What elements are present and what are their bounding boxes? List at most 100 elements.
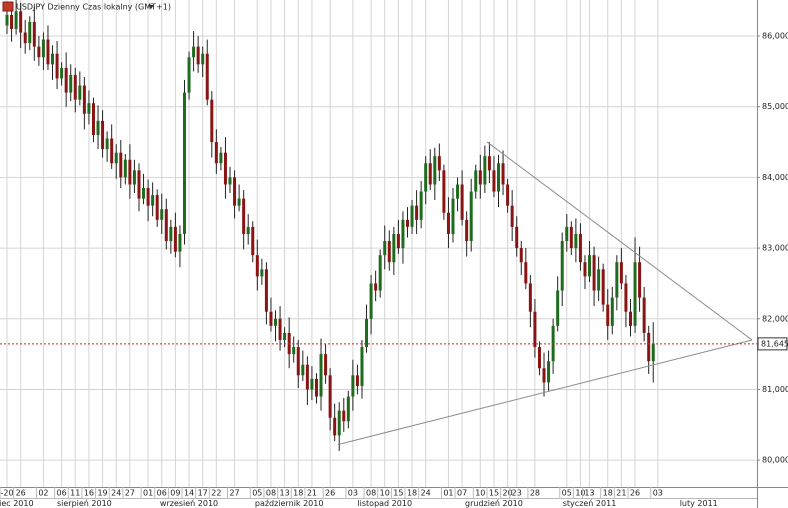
candle-body [319,354,323,397]
plot-area [0,0,757,451]
candle-body [173,226,177,252]
candle-body [296,347,300,376]
candle-body [237,198,241,206]
candle-body [160,209,164,220]
candle-body [601,269,605,305]
candle-body [342,410,346,422]
candle-body [610,297,614,326]
x-tick-label: 27 [229,489,239,498]
x-tick-label: 13 [280,489,290,498]
candle-body [628,311,632,326]
candle-body [556,290,560,326]
candle-body [487,156,491,171]
candle-body [55,53,59,79]
month-label: lipiec 2010 [0,499,34,508]
candle-body [14,11,18,29]
candle-body [365,318,369,348]
candle-body [10,14,14,29]
title-dropdown[interactable] [148,5,154,9]
candle-body [164,209,168,242]
chart-title: USDJPY Dzienny Czas lokalny (GMT+1) [16,3,171,12]
x-tick-label: 03 [653,489,663,498]
candle-body [647,332,651,362]
x-tick-label: 02 [38,489,48,498]
candle-body [460,184,464,220]
x-tick-label: 06 [57,489,67,498]
trend-line [337,339,753,446]
last-price-label: 81,645 [761,339,788,348]
candle-body [128,159,132,185]
candle-body [355,375,359,386]
candle-body [387,241,391,263]
candle-body [446,212,450,234]
candle-body [392,233,396,263]
candle-body [465,219,469,242]
x-tick-label: 08 [366,489,376,498]
candle-body [533,311,537,348]
x-tick-label: 03 [348,489,358,498]
y-tick-label: 86,000 [762,32,788,41]
candle-body [23,32,27,44]
candle-body [337,410,341,436]
x-tick-label: 06 [157,489,167,498]
y-tick-label: 81,000 [762,385,788,394]
candle-body [383,241,387,256]
candle-body [51,53,55,65]
candle-body [428,163,432,185]
candle-body [396,233,400,249]
candle-body [223,152,227,185]
x-tick-label: 15 [489,489,499,498]
candle-body [588,255,592,277]
x-tick-label: 09 [170,489,180,498]
x-tick-label: 05 [562,489,572,498]
grid [0,0,757,487]
x-tick-label: 24 [111,489,121,498]
candle-body [547,361,551,383]
candle-body [314,378,318,397]
candle-body [96,120,100,136]
candle-body [46,39,50,65]
candle-body [32,21,36,47]
candle-body [278,318,282,340]
month-label: sierpień 2010 [57,499,112,508]
candle-body [565,226,569,242]
month-label: luty 2011 [680,499,718,508]
candle-body [433,156,437,185]
x-tick-label: 01 [143,489,153,498]
x-tick-label: 22 [211,489,221,498]
candle-body [638,262,642,298]
candle-body [73,74,77,100]
month-label: listopad 2010 [357,499,412,508]
candle-body [442,170,446,213]
candle-body [78,85,82,100]
candle-body [619,262,623,284]
candle-body [415,205,419,220]
x-tick-label: 28 [530,489,540,498]
candle-body [114,152,118,164]
x-tick-label: 21 [307,489,317,498]
candle-body [283,332,287,340]
candle-body [651,343,655,362]
x-tick-label: 15 [393,489,403,498]
candle-body [405,219,409,227]
candle-body [151,195,155,206]
candle-body [119,152,123,178]
candle-body [633,262,637,326]
candle-body [583,262,587,277]
x-tick-label: -20 [0,489,13,498]
candle-body [255,255,259,277]
candle-body [515,226,519,249]
candle-body [233,177,237,206]
y-tick-label: 80,000 [762,456,788,465]
candle-body [301,364,305,376]
candle-body [351,375,355,397]
candle-body [501,163,505,185]
candle-body [560,241,564,291]
candle-body [87,103,91,114]
candle-body [146,188,150,206]
x-tick-label: 16 [84,489,94,498]
x-tick-label: 17 [198,489,208,498]
candle-body [246,226,250,234]
x-tick-label: 18 [293,489,303,498]
